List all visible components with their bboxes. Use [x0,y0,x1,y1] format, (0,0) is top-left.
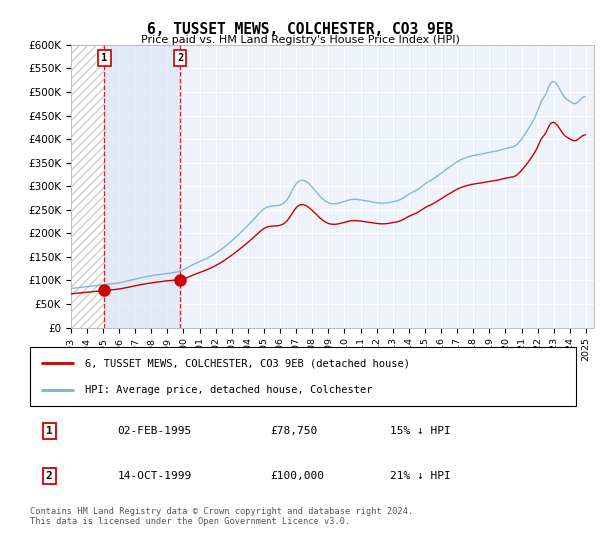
Text: 21% ↓ HPI: 21% ↓ HPI [391,471,451,481]
Text: 2: 2 [177,53,183,63]
Text: Price paid vs. HM Land Registry's House Price Index (HPI): Price paid vs. HM Land Registry's House … [140,35,460,45]
Text: 6, TUSSET MEWS, COLCHESTER, CO3 9EB (detached house): 6, TUSSET MEWS, COLCHESTER, CO3 9EB (det… [85,358,410,368]
Text: 2: 2 [46,471,52,481]
Text: 1: 1 [46,426,52,436]
Text: 14-OCT-1999: 14-OCT-1999 [118,471,191,481]
Text: £100,000: £100,000 [270,471,324,481]
Text: £78,750: £78,750 [270,426,317,436]
Text: 02-FEB-1995: 02-FEB-1995 [118,426,191,436]
Text: HPI: Average price, detached house, Colchester: HPI: Average price, detached house, Colc… [85,385,372,395]
Text: 6, TUSSET MEWS, COLCHESTER, CO3 9EB: 6, TUSSET MEWS, COLCHESTER, CO3 9EB [147,22,453,38]
Bar [71,45,104,328]
FancyBboxPatch shape [30,347,576,406]
Text: 15% ↓ HPI: 15% ↓ HPI [391,426,451,436]
Text: Contains HM Land Registry data © Crown copyright and database right 2024.
This d: Contains HM Land Registry data © Crown c… [30,507,413,526]
Bar [104,45,180,328]
Text: 1: 1 [101,53,107,63]
